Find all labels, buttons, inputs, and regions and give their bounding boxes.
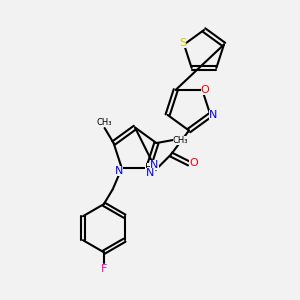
Text: N: N [209, 110, 218, 120]
Text: S: S [179, 38, 186, 48]
Text: N: N [115, 166, 123, 176]
Text: N: N [150, 160, 159, 170]
Text: F: F [100, 264, 107, 274]
Text: CH₃: CH₃ [97, 118, 112, 127]
Text: O: O [189, 158, 198, 169]
Text: CH₃: CH₃ [172, 136, 188, 145]
Text: N: N [146, 168, 154, 178]
Text: H: H [145, 163, 152, 173]
Text: O: O [201, 85, 210, 95]
